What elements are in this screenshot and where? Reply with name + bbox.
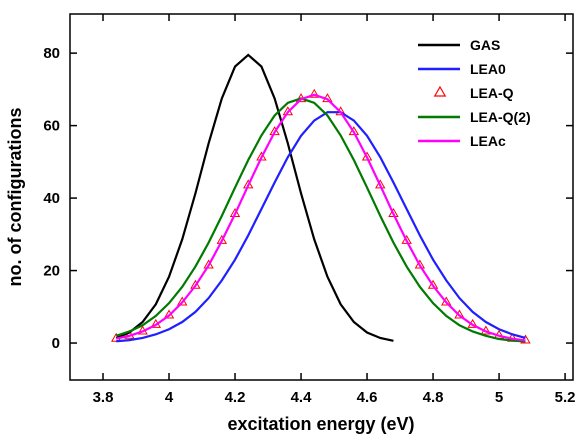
legend-label: LEA-Q (470, 85, 514, 101)
triangle-marker (216, 234, 228, 244)
x-tick-label: 3.8 (93, 389, 114, 406)
legend-label: LEA0 (470, 61, 506, 77)
triangle-marker (190, 279, 201, 289)
y-tick-label: 20 (43, 263, 60, 280)
triangle-marker (269, 126, 280, 136)
series-line (115, 93, 526, 342)
x-tick-label: 4.6 (357, 389, 378, 406)
series-line (116, 111, 526, 343)
triangle-marker (414, 259, 426, 269)
triangle-marker (229, 208, 241, 218)
x-tick-label: 4 (165, 389, 174, 406)
y-tick-label: 40 (43, 190, 60, 207)
x-tick-label: 5 (495, 389, 503, 406)
triangle-marker (388, 208, 399, 218)
triangle-marker (203, 259, 214, 269)
y-tick-label: 60 (43, 118, 60, 135)
triangle-marker (348, 126, 360, 136)
x-tick-label: 4.8 (423, 389, 444, 406)
series-line (115, 53, 394, 342)
x-tick-label: 4.2 (225, 389, 246, 406)
y-tick-label: 0 (52, 335, 60, 352)
legend-label: LEA-Q(2) (470, 109, 531, 125)
triangle-marker (401, 234, 412, 244)
x-axis-label: excitation energy (eV) (227, 414, 414, 434)
legend-label: GAS (470, 37, 500, 53)
x-tick-label: 4.4 (291, 389, 313, 406)
triangle-marker (309, 88, 320, 98)
legend-swatch (433, 85, 447, 97)
y-axis-label: no. of configurations (5, 108, 25, 287)
plot-frame (69, 13, 574, 381)
y-tick-label: 80 (43, 45, 60, 62)
x-tick-label: 5.2 (555, 389, 576, 406)
series-line (115, 97, 526, 343)
legend-label: LEAc (470, 133, 506, 149)
triangle-marker (427, 279, 439, 289)
